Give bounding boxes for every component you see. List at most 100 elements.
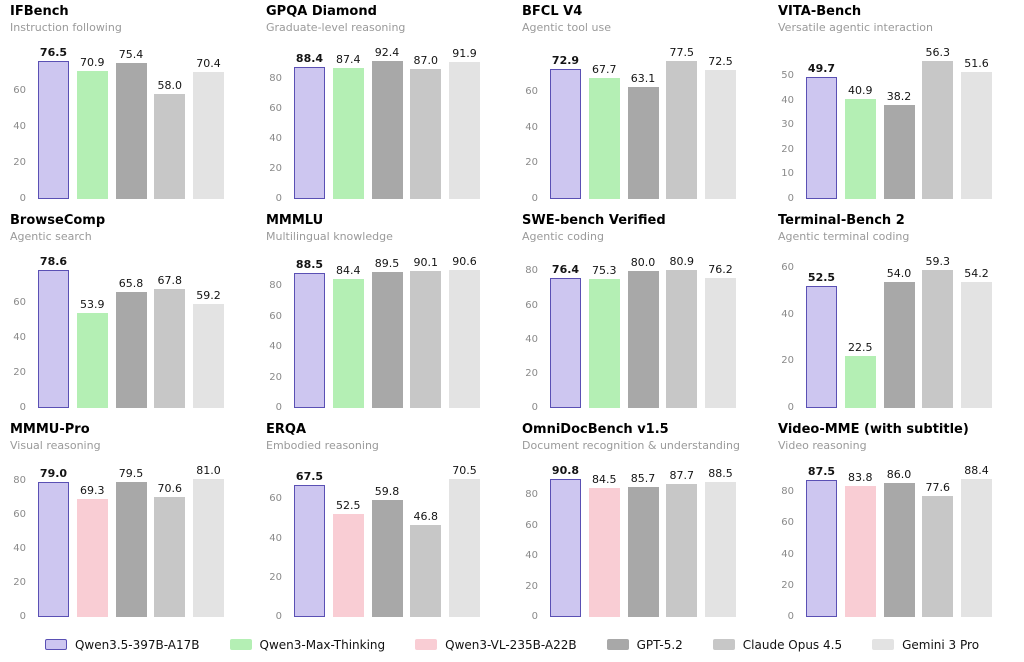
- chart-subtitle: Agentic terminal coding: [778, 230, 910, 243]
- bar: [961, 281, 992, 408]
- chart-card: SWE-bench Verified Agentic coding 0 20 40 60 8…: [512, 209, 768, 418]
- legend-label: Qwen3.5-397B-A17B: [74, 637, 200, 652]
- bar: [588, 488, 620, 617]
- chart-subtitle: Video reasoning: [778, 439, 867, 452]
- bar-value-label: 80.9: [669, 254, 695, 268]
- bar-value-label: 91.9: [452, 46, 477, 60]
- legend-swatch: [229, 639, 252, 650]
- bar-value-label: 59.8: [374, 484, 400, 498]
- y-axis-tick-label: 40: [781, 548, 794, 560]
- bar: [550, 69, 581, 199]
- chart-plot-area: 0 20 40 60 80 88.4 87.4 92.4 87.0 91.9: [256, 38, 512, 204]
- bar-column: 76.2: [705, 263, 736, 408]
- bar-group: 52.5 22.5 54.0 59.3 54.2: [806, 247, 992, 408]
- bar-column: 88.5: [705, 468, 736, 617]
- legend-label: Gemini 3 Pro: [902, 637, 980, 652]
- chart-card: OmniDocBench v1.5 Document recognition & …: [512, 418, 768, 627]
- chart-subtitle: Visual reasoning: [10, 439, 101, 452]
- chart-card: Video-MME (with subtitle) Video reasoning…: [768, 418, 1024, 627]
- bar-value-label: 65.8: [118, 277, 144, 291]
- chart-subtitle: Instruction following: [10, 21, 122, 34]
- bar-column: 72.5: [705, 55, 736, 199]
- bar-column: 52.5: [332, 499, 364, 617]
- bar: [38, 482, 69, 617]
- bar-column: 59.8: [371, 484, 403, 617]
- chart-title: BFCL V4: [522, 4, 583, 19]
- y-axis-tick-label: 20: [269, 571, 282, 583]
- bar-column: 79.5: [115, 467, 147, 617]
- y-axis-tick-label: 60: [781, 262, 794, 274]
- bar-value-label: 80.0: [630, 256, 656, 270]
- chart-title: OmniDocBench v1.5: [522, 422, 669, 437]
- chart-title: MMMLU: [266, 213, 324, 228]
- bar-value-label: 75.4: [118, 47, 144, 61]
- chart-subtitle: Agentic coding: [522, 230, 604, 243]
- chart-subtitle: Agentic search: [10, 230, 92, 243]
- bar: [193, 479, 224, 617]
- bar-value-label: 53.9: [80, 298, 105, 312]
- y-axis-tick-label: 20: [781, 355, 794, 367]
- chart-title: MMMU-Pro: [10, 422, 90, 437]
- bar: [449, 61, 480, 199]
- bar-column: 49.7: [806, 63, 837, 199]
- bar: [961, 478, 992, 617]
- bar-column: 92.4: [371, 46, 403, 199]
- bar: [883, 482, 915, 617]
- bar-column: 81.0: [193, 465, 224, 617]
- bar-value-label: 76.4: [551, 262, 580, 276]
- chart-subtitle: Multilingual knowledge: [266, 230, 393, 243]
- y-axis-tick-label: 60: [781, 517, 794, 529]
- bar: [705, 277, 736, 408]
- y-axis-tick-label: 0: [787, 193, 794, 204]
- bar: [922, 60, 954, 199]
- bar: [922, 269, 954, 408]
- y-axis-tick-label: 0: [275, 193, 282, 204]
- bar: [154, 496, 186, 617]
- y-axis-tick-label: 20: [525, 580, 538, 592]
- chart-subtitle: Document recognition & understanding: [522, 439, 740, 452]
- bar-column: 69.3: [76, 484, 108, 617]
- legend-item: Qwen3-VL-235B-A22B: [415, 638, 577, 652]
- y-axis-tick-label: 40: [269, 341, 282, 353]
- y-axis-tick-label: 40: [269, 532, 282, 544]
- bar: [550, 478, 581, 617]
- bar-value-label: 86.0: [886, 467, 912, 481]
- legend-item: GPT-5.2: [606, 638, 683, 652]
- bar: [294, 484, 325, 617]
- bar: [666, 269, 698, 408]
- chart-plot-area: 0 20 40 60 76.5 70.9 75.4 58.0 70.4: [0, 38, 256, 204]
- legend-swatch: [415, 639, 438, 650]
- bar-column: 83.8: [844, 472, 876, 617]
- legend-swatch: [44, 639, 67, 650]
- legend-label: Qwen3-Max-Thinking: [259, 637, 386, 652]
- bar-value-label: 90.1: [413, 255, 439, 269]
- bar-value-label: 63.1: [630, 71, 656, 85]
- bar-value-label: 84.4: [336, 264, 361, 278]
- bar-column: 88.4: [961, 464, 992, 617]
- bar-column: 88.4: [294, 52, 325, 199]
- bar: [410, 270, 442, 408]
- bar-column: 70.4: [193, 57, 224, 199]
- bar-column: 75.3: [588, 265, 620, 408]
- bar: [410, 525, 442, 617]
- chart-title: SWE-bench Verified: [522, 213, 666, 228]
- bar: [154, 288, 186, 408]
- y-axis-tick-label: 60: [525, 519, 538, 531]
- bar-column: 52.5: [806, 271, 837, 408]
- bar-value-label: 87.7: [669, 468, 695, 482]
- chart-plot-area: 0 20 40 60 72.9 67.7 63.1 77.5 72.5: [512, 38, 768, 204]
- bar: [705, 69, 736, 199]
- bar-group: 67.5 52.5 59.8 46.8 70.5: [294, 456, 480, 617]
- bar: [806, 480, 837, 617]
- bar: [844, 98, 876, 199]
- bar-column: 67.7: [588, 64, 620, 199]
- bar: [38, 60, 69, 199]
- y-axis-tick-label: 40: [525, 333, 538, 345]
- bar-value-label: 52.5: [336, 499, 361, 513]
- y-axis-tick-label: 0: [531, 611, 538, 622]
- y-axis-tick-label: 60: [269, 493, 282, 505]
- chart-title: IFBench: [10, 4, 69, 19]
- y-axis-tick-label: 20: [525, 157, 538, 169]
- chart-plot-area: 0 20 40 60 78.6 53.9 65.8 67.8 59.2: [0, 247, 256, 413]
- y-axis-tick-label: 60: [13, 296, 26, 308]
